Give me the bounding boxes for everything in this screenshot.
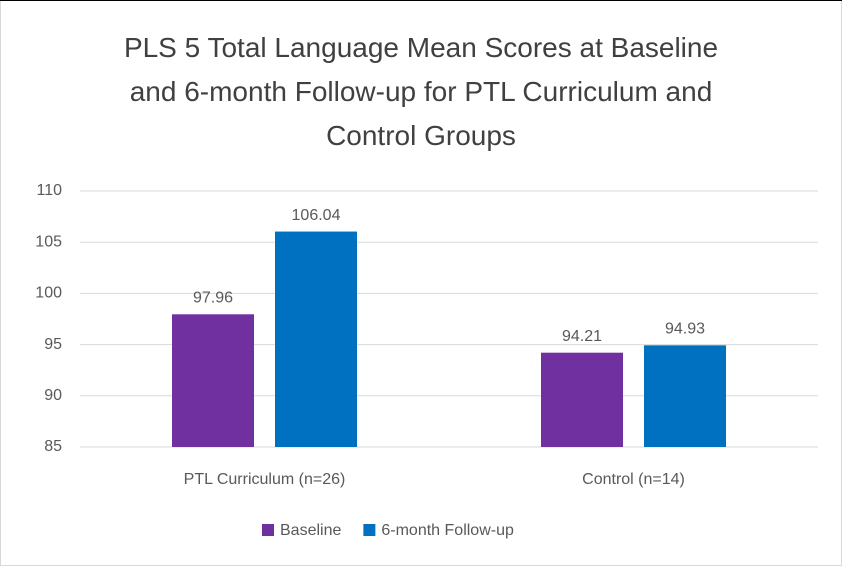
y-tick-label: 85	[44, 438, 62, 455]
chart-title: PLS 5 Total Language Mean Scores at Base…	[123, 32, 719, 151]
y-tick-label: 95	[44, 336, 62, 353]
data-label: 94.93	[665, 321, 705, 338]
data-label: 106.04	[292, 207, 341, 224]
legend-label: 6-month Follow-up	[381, 522, 514, 539]
bar	[541, 352, 623, 447]
bar	[644, 345, 726, 447]
legend-swatch	[363, 524, 376, 536]
legend-swatch	[262, 524, 274, 536]
legend-label: Baseline	[280, 522, 341, 539]
y-tick-label: 100	[35, 285, 62, 302]
y-tick-label: 105	[35, 233, 62, 250]
y-tick-label: 90	[44, 387, 62, 404]
y-tick-label: 110	[36, 182, 62, 199]
data-label: 97.96	[193, 290, 233, 307]
bar	[172, 314, 254, 447]
x-tick-label: Control (n=14)	[582, 471, 685, 488]
x-tick-label: PTL Curriculum (n=26)	[184, 471, 346, 488]
data-label: 94.21	[562, 328, 602, 345]
bar	[275, 231, 357, 447]
